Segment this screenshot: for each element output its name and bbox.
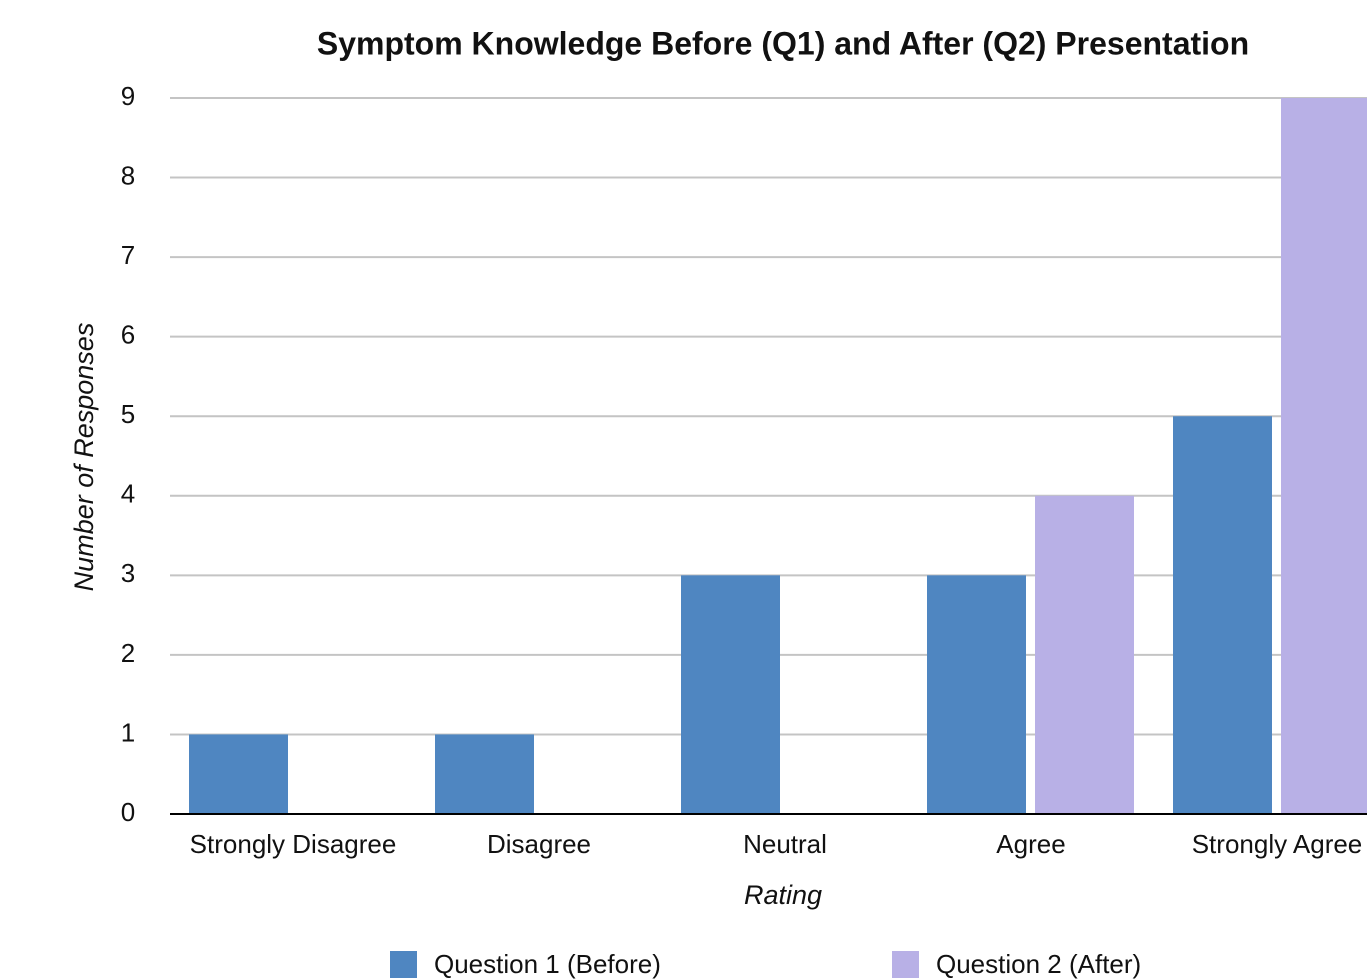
y-tick-label: 9 [121, 81, 135, 111]
x-tick-label: Neutral [743, 829, 827, 859]
legend-label: Question 1 (Before) [434, 949, 661, 979]
legend-swatch [390, 951, 417, 978]
bar [1281, 98, 1367, 814]
x-tick-label: Strongly Agree [1192, 829, 1363, 859]
x-axis-label: Rating [744, 880, 822, 910]
bar [681, 575, 780, 814]
bar [1035, 495, 1134, 814]
x-tick-label: Strongly Disagree [190, 829, 397, 859]
x-tick-label: Agree [996, 829, 1065, 859]
y-tick-label: 5 [121, 399, 135, 429]
y-tick-label: 1 [121, 717, 135, 747]
y-tick-label: 3 [121, 558, 135, 588]
chart-title: Symptom Knowledge Before (Q1) and After … [317, 25, 1249, 61]
y-tick-label: 0 [121, 797, 135, 827]
bar [927, 575, 1026, 814]
bar [435, 734, 534, 814]
bar [1173, 416, 1272, 814]
y-tick-label: 4 [121, 479, 135, 509]
y-axis-label: Number of Responses [69, 323, 99, 592]
x-tick-label: Disagree [487, 829, 591, 859]
bar [189, 734, 288, 814]
y-tick-label: 6 [121, 320, 135, 350]
legend-label: Question 2 (After) [936, 949, 1141, 979]
y-tick-label: 7 [121, 240, 135, 270]
y-tick-label: 2 [121, 638, 135, 668]
y-tick-label: 8 [121, 160, 135, 190]
legend-swatch [892, 951, 919, 978]
